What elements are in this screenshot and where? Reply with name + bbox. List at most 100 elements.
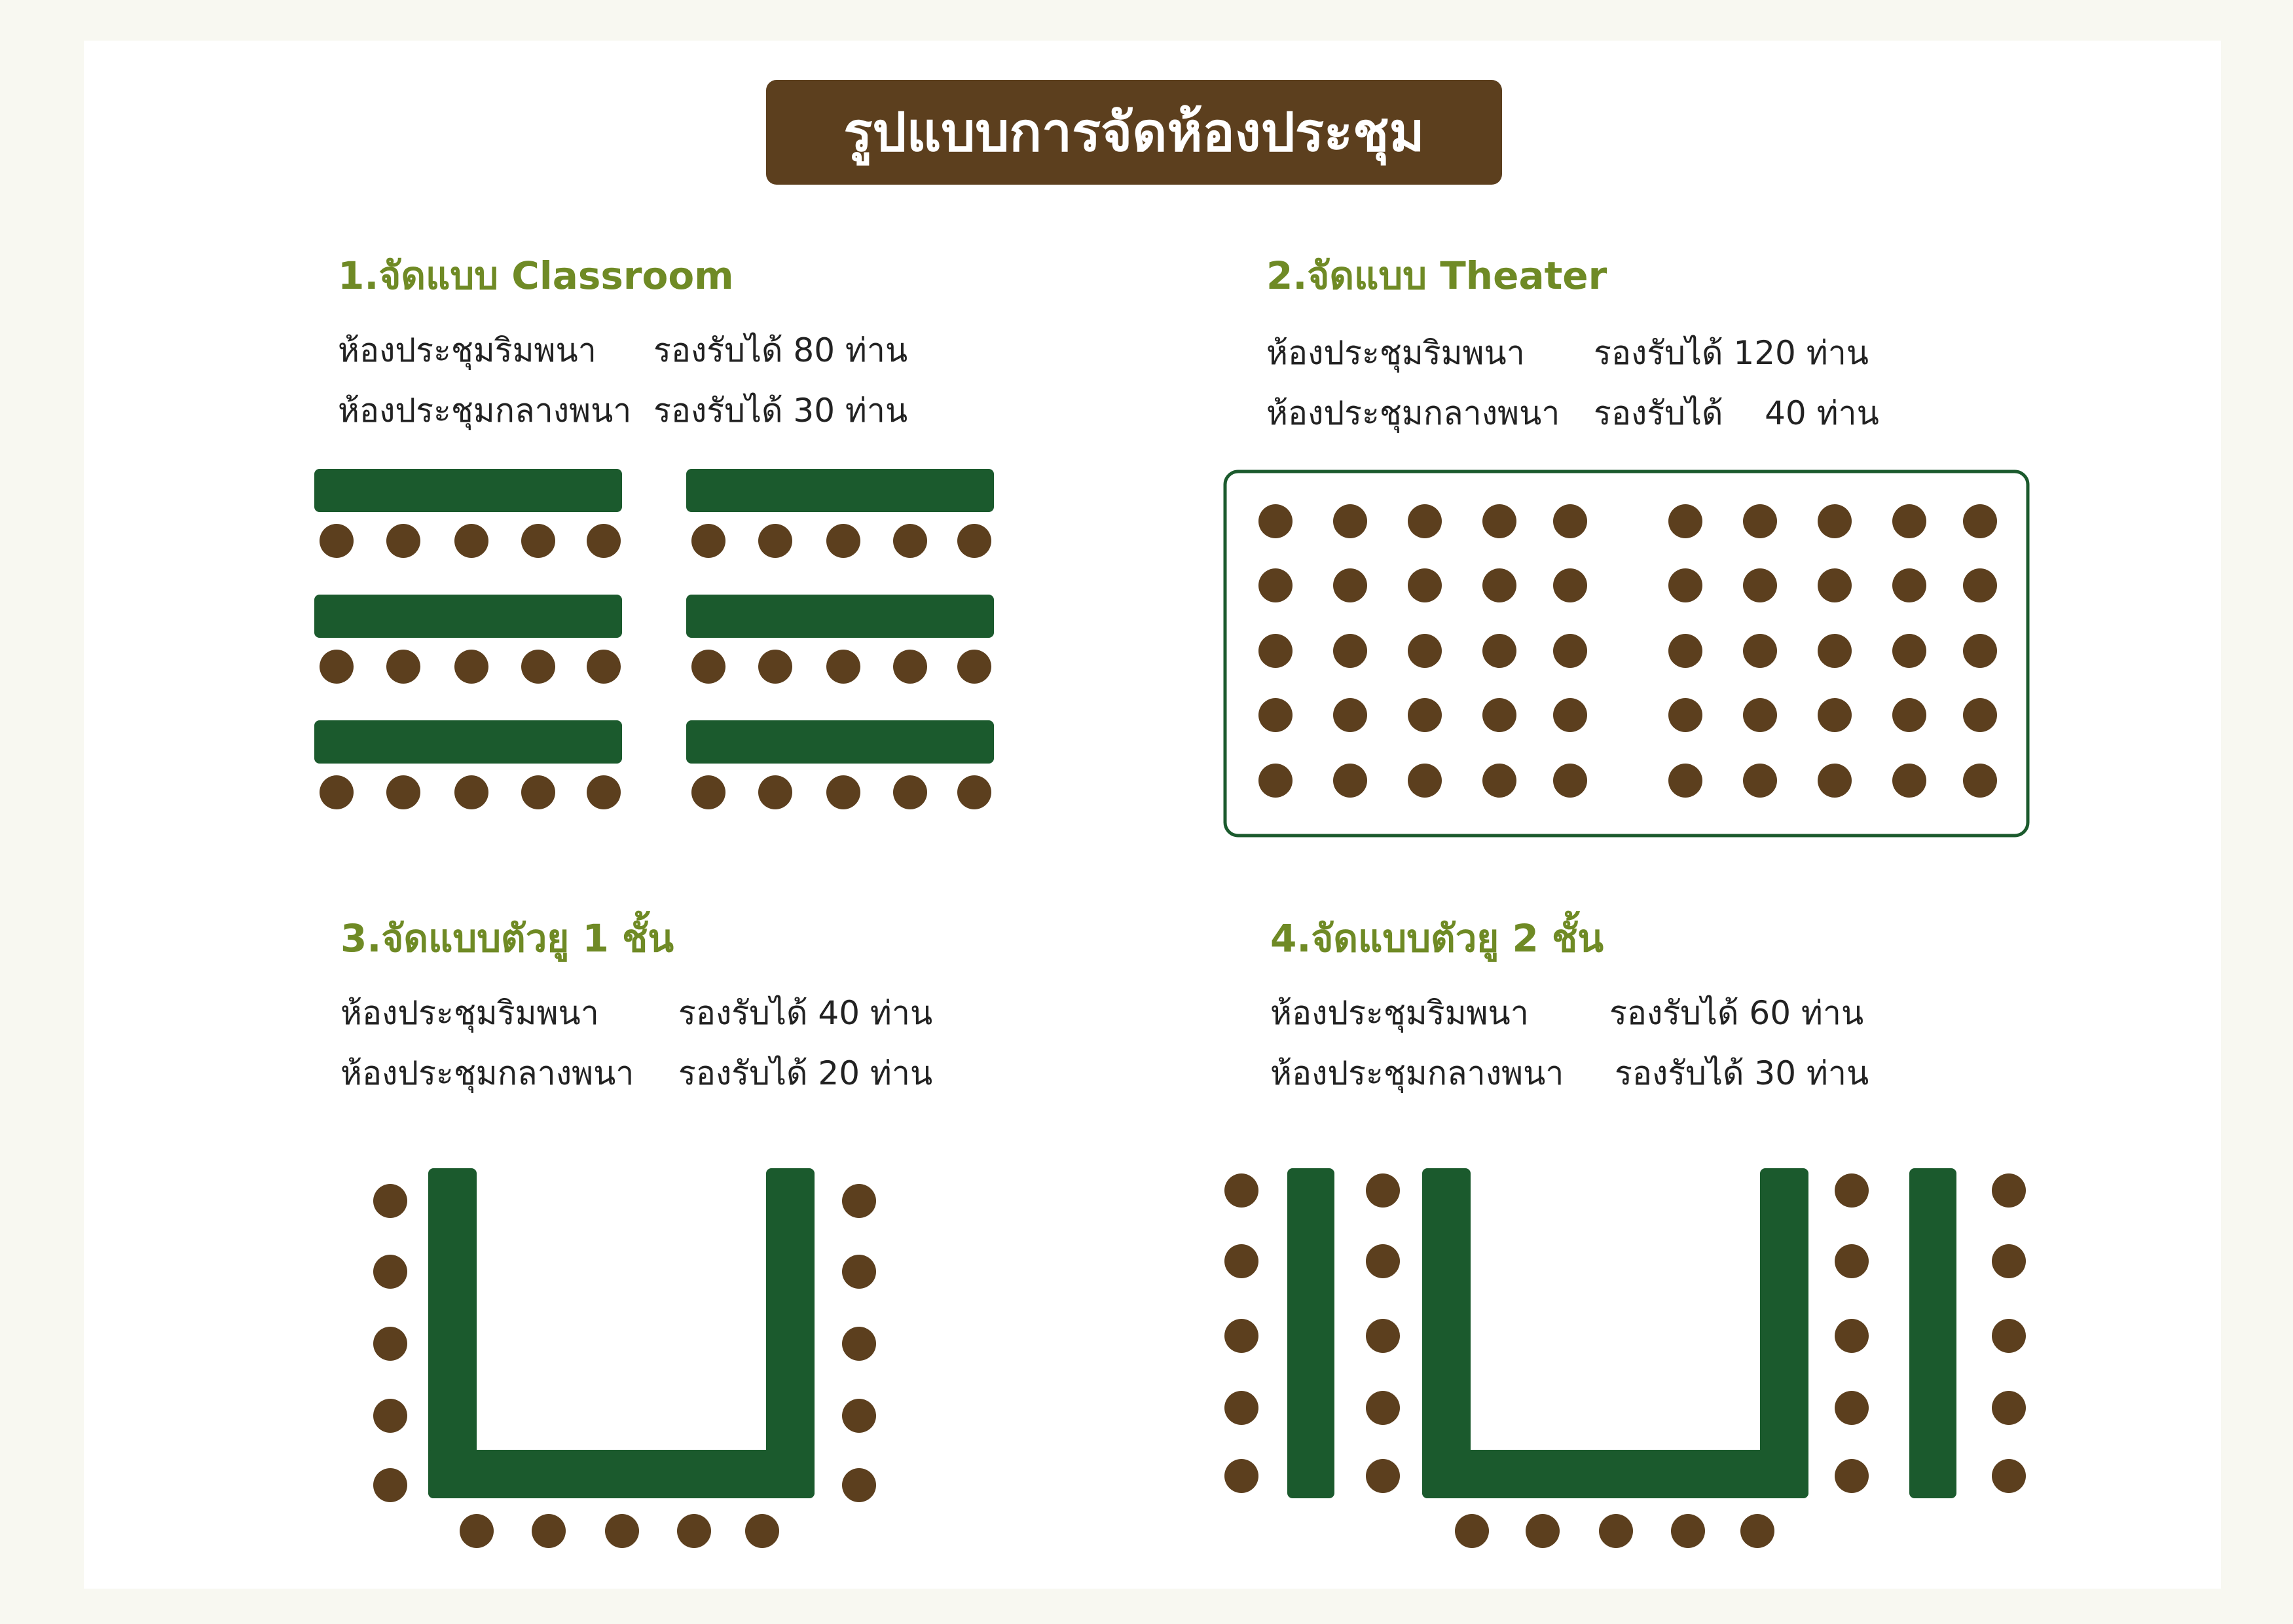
seat <box>1366 1459 1400 1493</box>
seat <box>1482 764 1516 798</box>
seat <box>1671 1514 1705 1548</box>
seat <box>373 1255 407 1289</box>
room-outline <box>1223 470 2030 838</box>
seat <box>1333 568 1367 602</box>
table-bottom <box>428 1450 815 1498</box>
seat <box>957 650 991 684</box>
seat <box>1553 504 1587 538</box>
seat <box>373 1399 407 1433</box>
seat <box>691 650 725 684</box>
seat <box>1892 568 1926 602</box>
room-capacity: รองรับได้ 30 ท่าน <box>653 392 908 430</box>
room-capacity: รองรับได้ 120 ท่าน <box>1594 334 1869 372</box>
seat <box>1743 698 1777 732</box>
seat <box>1992 1173 2026 1208</box>
seat <box>373 1327 407 1361</box>
seat <box>521 650 555 684</box>
seat <box>1526 1514 1560 1548</box>
seat <box>1992 1459 2026 1493</box>
seat <box>386 524 420 558</box>
room-name: ห้องประชุมริมพนา <box>340 994 599 1032</box>
room-capacity: รองรับได้ 20 ท่าน <box>678 1054 933 1092</box>
seat <box>957 524 991 558</box>
seat <box>1366 1391 1400 1425</box>
theater-diagram <box>1223 470 2030 838</box>
seat <box>1553 698 1587 732</box>
seat <box>758 775 792 809</box>
room-name: ห้องประชุมริมพนา <box>1266 334 1525 372</box>
seat <box>893 775 927 809</box>
seat <box>758 524 792 558</box>
theater-heading: 2.จัดแบบ Theater <box>1266 253 1607 298</box>
seat <box>1482 504 1516 538</box>
seat <box>1743 568 1777 602</box>
seat <box>1482 698 1516 732</box>
seat <box>1258 504 1293 538</box>
seat <box>521 524 555 558</box>
seat <box>1408 764 1442 798</box>
seat <box>1992 1391 2026 1425</box>
seat <box>893 650 927 684</box>
seat <box>1668 568 1702 602</box>
seat <box>1892 764 1926 798</box>
table <box>314 595 622 638</box>
seat <box>1553 634 1587 668</box>
seat <box>1668 764 1702 798</box>
seat <box>1258 698 1293 732</box>
seat <box>826 775 860 809</box>
seat <box>1835 1319 1869 1353</box>
seat <box>1366 1173 1400 1208</box>
seat <box>842 1399 876 1433</box>
seat <box>842 1468 876 1502</box>
seat <box>745 1514 779 1548</box>
seat <box>1963 764 1997 798</box>
seat <box>826 524 860 558</box>
seat <box>1553 764 1587 798</box>
seat <box>1743 764 1777 798</box>
room-capacity: รองรับได้ 40 ท่าน <box>1594 394 1879 432</box>
seat <box>1224 1391 1258 1425</box>
seat <box>1333 698 1367 732</box>
seat <box>1482 634 1516 668</box>
seat <box>691 524 725 558</box>
seat <box>1333 634 1367 668</box>
table <box>314 469 622 512</box>
seat <box>1818 504 1852 538</box>
room-name: ห้องประชุมกลางพนา <box>1266 394 1560 432</box>
seat <box>1366 1319 1400 1353</box>
page-title: รูปแบบการจัดห้องประชุม <box>843 101 1425 164</box>
inner-table-right <box>1760 1168 1808 1498</box>
room-name: ห้องประชุมกลางพนา <box>1270 1054 1564 1092</box>
outer-table-right <box>1909 1168 1956 1498</box>
u-shape-1-diagram <box>373 1168 876 1548</box>
table <box>686 469 994 512</box>
seat <box>758 650 792 684</box>
room-capacity: รองรับได้ 80 ท่าน <box>653 331 908 369</box>
seat <box>320 650 354 684</box>
seat <box>1892 504 1926 538</box>
seat <box>826 650 860 684</box>
seat <box>1835 1244 1869 1278</box>
seat <box>677 1514 711 1548</box>
seat <box>1740 1514 1774 1548</box>
seat <box>454 650 488 684</box>
title-banner: รูปแบบการจัดห้องประชุม <box>766 80 1502 185</box>
classroom-diagram <box>314 469 994 809</box>
seat <box>1963 568 1997 602</box>
seat <box>1482 568 1516 602</box>
seat <box>1818 764 1852 798</box>
seat <box>1668 634 1702 668</box>
seat <box>1224 1319 1258 1353</box>
table-left <box>428 1168 477 1498</box>
seat <box>386 650 420 684</box>
seat <box>373 1184 407 1218</box>
u-shape-2-diagram <box>1224 1168 2026 1548</box>
inner-table-bottom <box>1422 1450 1808 1498</box>
table <box>314 720 622 764</box>
seat <box>373 1468 407 1502</box>
seat <box>587 775 621 809</box>
seat <box>1553 568 1587 602</box>
seat <box>1835 1459 1869 1493</box>
seat <box>1333 504 1367 538</box>
seat <box>1818 634 1852 668</box>
